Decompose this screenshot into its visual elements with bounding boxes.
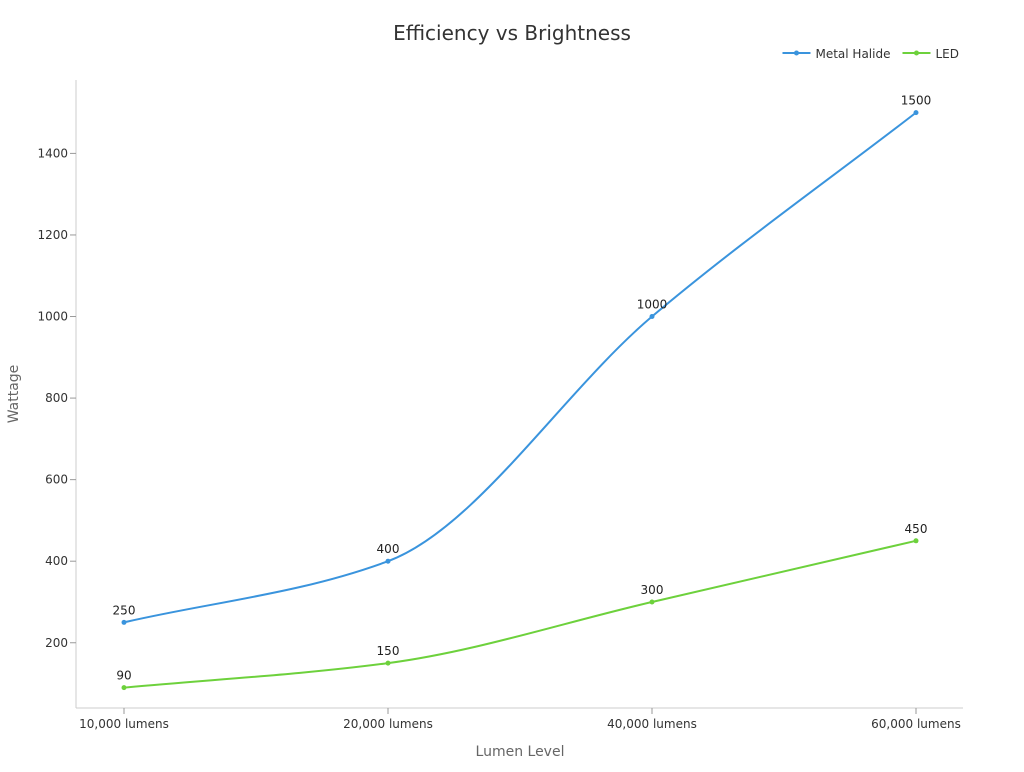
y-tick-label: 1000 [37,310,68,324]
y-tick-label: 400 [45,554,68,568]
y-tick-label: 1200 [37,228,68,242]
y-tick-label: 200 [45,636,68,650]
data-point-led [121,685,127,691]
data-label-led: 300 [641,583,664,597]
legend-marker [913,50,919,56]
legend-item-led[interactable]: LED [902,47,959,61]
series-line-metal-halide [123,111,917,624]
data-point-led [385,660,391,666]
y-tick-label: 1400 [37,146,68,160]
y-tick-label: 800 [45,391,68,405]
legend-item-metal-halide[interactable]: Metal Halide [782,47,890,61]
data-point-metal-halide [649,314,655,320]
data-label-metal-halide: 400 [377,542,400,556]
y-axis-ticks: 200 400 600 800 1000 1200 1400 [37,146,76,650]
series-metal-halide: 250 400 1000 1500 [113,94,932,625]
data-label-led: 150 [377,644,400,658]
data-label-metal-halide: 1000 [637,298,668,312]
y-axis-title: Wattage [6,365,22,424]
y-tick-label: 600 [45,473,68,487]
legend-marker [793,50,799,56]
data-point-led [913,538,919,544]
chart-title: Efficiency vs Brightness [393,21,631,45]
x-axis-title: Lumen Level [476,744,565,760]
x-tick-label: 10,000 lumens [79,717,169,731]
data-label-metal-halide: 1500 [901,94,932,108]
series-layer: 250 400 1000 1500 90 150 300 450 [113,94,932,691]
data-label-led: 90 [116,669,131,683]
data-label-metal-halide: 250 [113,603,136,617]
series-led: 90 150 300 450 [116,522,928,691]
legend-label: Metal Halide [815,47,890,61]
x-tick-label: 60,000 lumens [871,717,961,731]
series-line-led [123,539,917,689]
legend-label: LED [935,47,959,61]
data-point-led [649,599,655,605]
x-tick-label: 20,000 lumens [343,717,433,731]
data-point-metal-halide [913,110,919,116]
x-axis-ticks: 10,000 lumens 20,000 lumens 40,000 lumens 6… [79,708,961,731]
data-point-metal-halide [385,558,391,564]
legend: Metal Halide LED [782,47,959,61]
x-tick-label: 40,000 lumens [607,717,697,731]
data-label-led: 450 [905,522,928,536]
data-point-metal-halide [121,619,127,625]
